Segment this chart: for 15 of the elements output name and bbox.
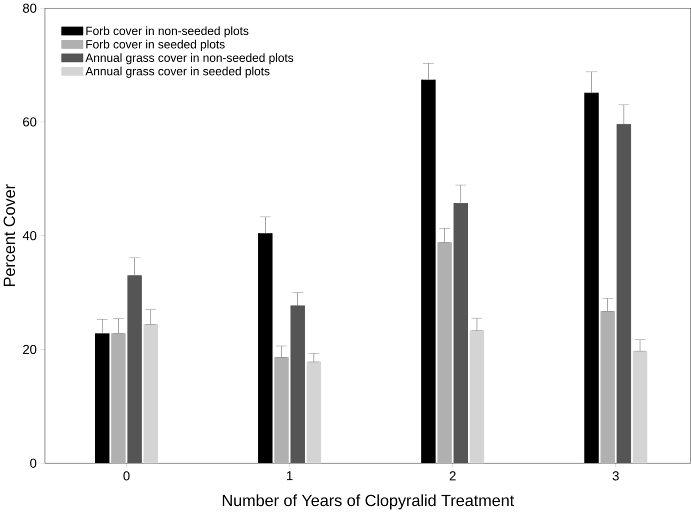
legend-label: Annual grass cover in non-seeded plots — [85, 53, 294, 64]
y-tick-label: 60 — [23, 117, 36, 126]
y-axis-title: Percent Cover — [4, 184, 16, 286]
x-tick-label: 1 — [286, 471, 293, 480]
x-tick-label: 2 — [450, 471, 456, 480]
x-tick-label: 0 — [123, 471, 130, 480]
y-tick-label: 20 — [23, 344, 36, 354]
x-axis-title: Number of Years of Clopyralid Treatment — [222, 494, 514, 510]
legend-label: Annual grass cover in seeded plots — [85, 66, 270, 78]
legend-label: Forb cover in non-seeded plots — [86, 26, 248, 38]
y-tick-label: 0 — [30, 458, 36, 468]
legend-label: Forb cover in seeded plots — [86, 40, 225, 51]
x-tick-label: 3 — [612, 471, 619, 480]
y-tick-label: 80 — [23, 4, 36, 13]
y-tick-label: 40 — [22, 231, 36, 240]
